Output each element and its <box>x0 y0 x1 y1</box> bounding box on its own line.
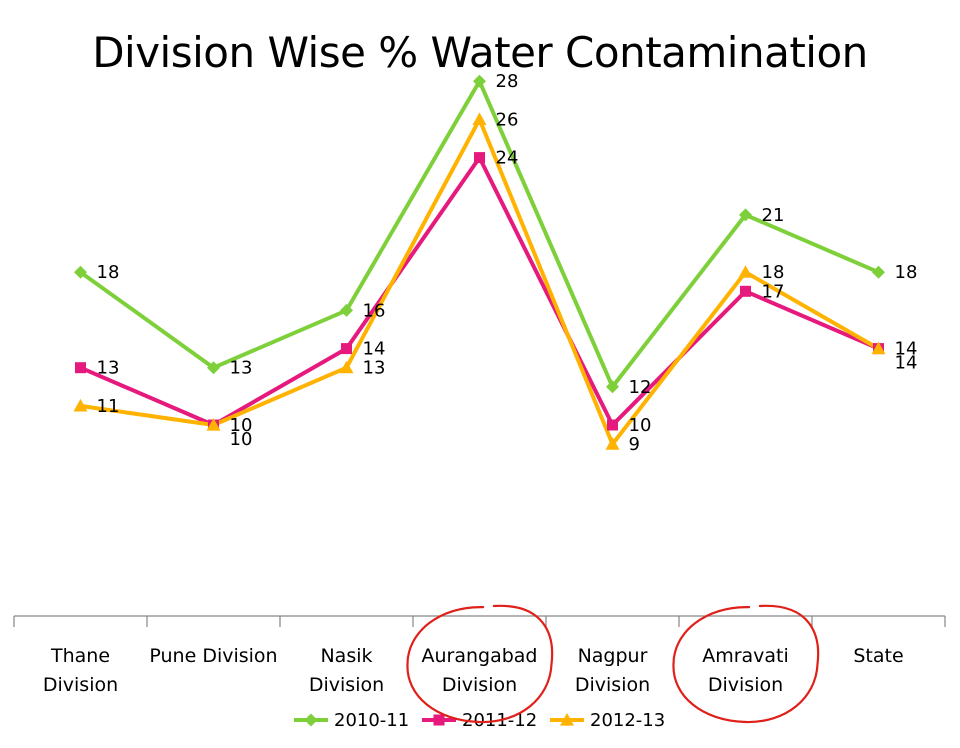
data-point <box>340 303 353 317</box>
x-tick-label-line: Division <box>575 674 650 696</box>
data-label: 14 <box>895 353 918 374</box>
chart-title: Division Wise % Water Contamination <box>92 28 868 77</box>
series-layer <box>73 74 886 450</box>
highlight-circle <box>672 604 820 724</box>
legend-label-2012-13: 2012-13 <box>590 710 665 731</box>
legend-marker-2010-11 <box>304 713 318 727</box>
data-point <box>738 265 753 278</box>
x-tick-label-line: Nasik <box>320 645 372 667</box>
data-point <box>607 419 618 431</box>
data-label: 12 <box>629 377 652 398</box>
x-tick-label-line: Division <box>442 674 517 696</box>
data-label: 28 <box>496 71 519 92</box>
data-label: 10 <box>230 415 253 436</box>
data-label: 21 <box>762 205 785 226</box>
x-tick-label-line: Aurangabad <box>421 645 537 667</box>
data-label: 11 <box>97 396 120 417</box>
data-label: 14 <box>363 339 386 360</box>
legend-marker-2011-12 <box>433 714 445 726</box>
data-point <box>474 152 485 164</box>
x-tick-label-line: State <box>853 645 903 667</box>
x-tick-label: Pune Division <box>149 645 277 667</box>
data-point <box>207 361 220 375</box>
data-label: 13 <box>97 358 120 379</box>
data-point <box>872 265 885 279</box>
data-label: 10 <box>629 415 652 436</box>
data-label: 17 <box>762 281 785 302</box>
x-tick-label-line: Amravati <box>702 645 789 667</box>
data-label: 14 <box>895 339 918 360</box>
x-tick-label: Aurangabad Division <box>421 645 537 696</box>
data-point <box>606 380 619 394</box>
data-point <box>739 208 752 222</box>
data-point <box>605 437 620 450</box>
data-label: 10 <box>230 429 253 450</box>
legend-marker-2012-13 <box>560 713 574 726</box>
series-line-2012-13 <box>78 117 881 447</box>
data-point <box>341 343 352 355</box>
data-label: 18 <box>895 262 918 283</box>
data-label: 18 <box>762 262 785 283</box>
data-label: 16 <box>363 300 386 321</box>
x-tick-label-line: Division <box>309 674 384 696</box>
x-tick-label: Thane Division <box>43 645 118 696</box>
data-label: 24 <box>496 148 519 169</box>
data-label: 18 <box>97 262 120 283</box>
annotation-layer <box>406 604 820 724</box>
data-point <box>871 341 886 355</box>
data-point <box>740 285 751 297</box>
legend: 2010-11 2011-12 2012-13 <box>294 710 665 731</box>
series-line-2010-11 <box>78 79 881 389</box>
x-tick-label-line: Division <box>43 674 118 696</box>
legend-label-2010-11: 2010-11 <box>334 710 409 731</box>
series-line-2011-12 <box>78 155 881 427</box>
data-point <box>206 418 221 431</box>
data-point <box>473 74 486 88</box>
x-tick-label-line: Pune Division <box>149 645 277 667</box>
x-tick-label: Nasik Division <box>309 645 384 696</box>
x-tick-label-line: Thane <box>50 645 110 667</box>
highlight-circle <box>406 604 554 724</box>
data-point <box>74 265 87 279</box>
data-label: 9 <box>629 434 640 455</box>
data-label: 13 <box>230 358 253 379</box>
data-point <box>75 362 86 374</box>
data-label: 13 <box>363 358 386 379</box>
x-tick-label-line: Nagpur <box>578 645 648 667</box>
data-point <box>472 112 487 125</box>
data-point <box>73 398 88 412</box>
data-label: 26 <box>496 109 519 130</box>
x-tick-label: State <box>853 645 903 667</box>
x-tick-label-line: Division <box>708 674 783 696</box>
data-labels-layer: 18 13 16 28 12 21 18 13 10 14 24 10 17 14 11 10 13 26 9 18 1… <box>97 71 918 455</box>
x-tick-label: Amravati Division <box>702 645 789 696</box>
data-point <box>339 360 354 374</box>
x-tick-label: Nagpur Division <box>575 645 650 696</box>
